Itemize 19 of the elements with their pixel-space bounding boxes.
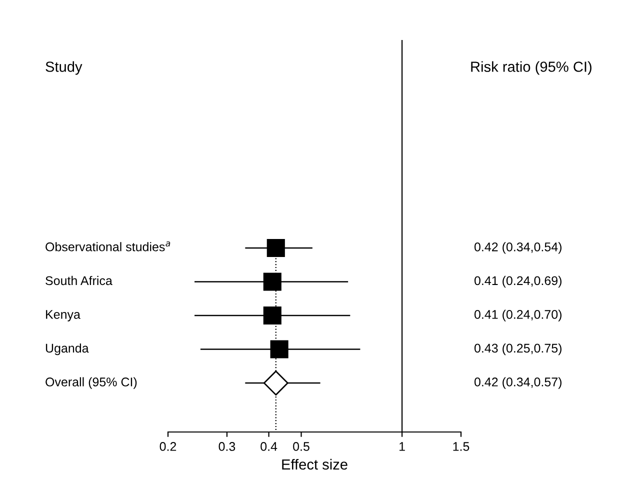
y-tick-label: Overall (95% CI) <box>46 377 137 389</box>
y-tick-label: South Africa <box>46 276 112 286</box>
text: 0.42 (0.34,0.54) <box>474 242 562 254</box>
text: 0.41 (0.24,0.69) <box>474 276 562 288</box>
text: 0.41 (0.24,0.70) <box>474 310 562 322</box>
text: Risk ratio (95% CI) <box>471 61 592 75</box>
x-tick-label: 0.5 <box>293 442 310 451</box>
x-tick-label: 0.4 <box>260 442 278 451</box>
x-axis-title: Effect size <box>282 458 348 470</box>
text: 0.43 (0.25,0.75) <box>474 343 562 356</box>
text: 0.42 (0.34,0.57) <box>474 377 562 389</box>
y-tick-label: Observational studies$^{a}$ <box>46 241 170 252</box>
x-tick-label: 0.3 <box>218 442 236 451</box>
y-tick-label: Uganda <box>46 343 89 356</box>
text: Study <box>46 61 82 75</box>
x-tick-label: 0.2 <box>160 442 176 451</box>
x-tick-label: 1 <box>400 442 405 451</box>
y-tick-label: Kenya <box>46 310 80 322</box>
x-tick-label: 1.5 <box>453 442 470 451</box>
